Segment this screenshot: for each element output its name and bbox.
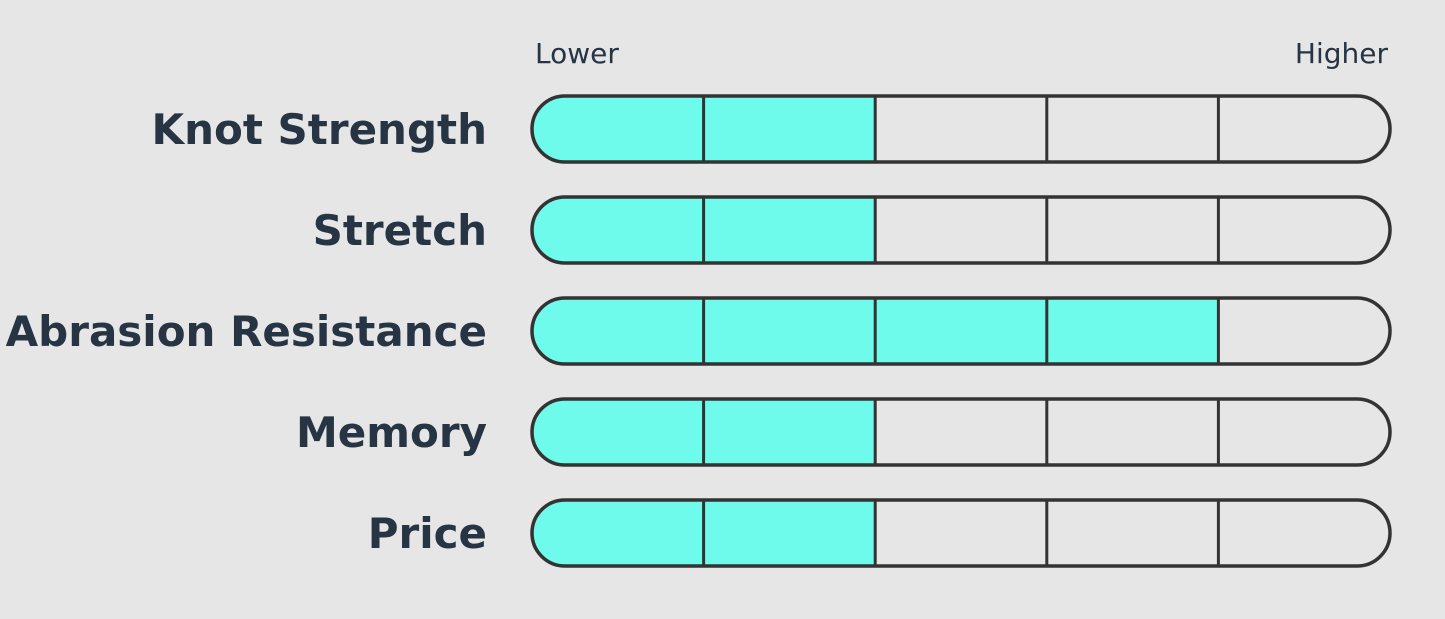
empty-segment [1046,96,1219,162]
rating-row: Price [368,498,1392,568]
bar-outline [530,498,1392,568]
row-label: Stretch [313,206,487,255]
rating-bar [532,96,1390,162]
filled-segment [703,500,876,566]
empty-segment [875,96,1048,162]
filled-segment [703,96,876,162]
row-label: Memory [296,408,487,457]
filled-segment [1046,298,1219,364]
filled-segment [532,197,705,263]
filled-segment [703,399,876,465]
rating-row: Stretch [313,195,1392,265]
rating-row: Memory [296,397,1392,467]
rating-bar [532,399,1390,465]
rating-bar [532,197,1390,263]
empty-segment [1218,96,1390,162]
bar-outline [530,397,1392,467]
rating-bar [532,500,1390,566]
empty-segment [1218,197,1390,263]
filled-segment [532,500,705,566]
empty-segment [1046,500,1219,566]
filled-segment [532,96,705,162]
empty-segment [1218,399,1390,465]
rating-row: Knot Strength [152,94,1392,164]
filled-segment [532,399,705,465]
empty-segment [875,197,1048,263]
filled-segment [875,298,1048,364]
row-label: Price [368,509,487,558]
scale-min-label: Lower [535,37,619,70]
empty-segment [875,500,1048,566]
filled-segment [703,197,876,263]
rating-row: Abrasion Resistance [6,296,1392,366]
row-label: Knot Strength [152,105,487,154]
rating-bar [532,298,1390,364]
scale-max-label: Higher [1295,37,1389,70]
empty-segment [875,399,1048,465]
bar-outline [530,94,1392,164]
bar-outline [530,195,1392,265]
empty-segment [1218,500,1390,566]
filled-segment [703,298,876,364]
filled-segment [532,298,705,364]
bar-outline [530,296,1392,366]
row-label: Abrasion Resistance [6,307,487,356]
empty-segment [1046,197,1219,263]
empty-segment [1218,298,1390,364]
rating-rows: Knot Strength Stretch Abrasion Resistance M… [6,94,1392,568]
empty-segment [1046,399,1219,465]
